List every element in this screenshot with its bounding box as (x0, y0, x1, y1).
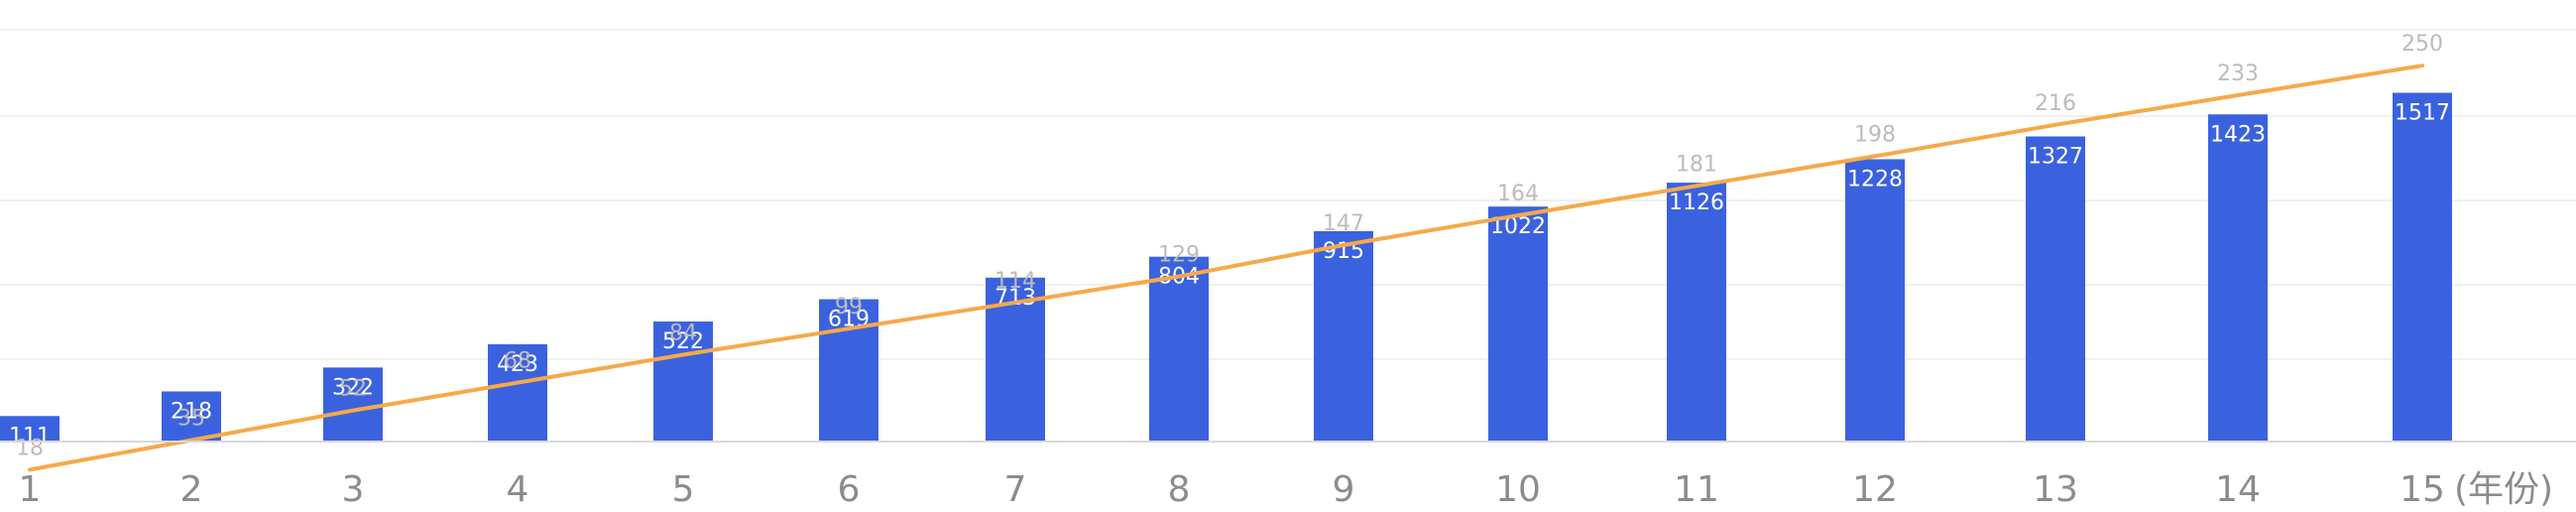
bar-label-1: 111 (9, 424, 51, 448)
x-tick-10: 10 (1495, 469, 1541, 510)
grid-lines (0, 29, 2576, 360)
x-tick-4: 4 (507, 469, 529, 510)
line-label-2: 35 (177, 407, 205, 432)
line-label-5: 84 (669, 321, 697, 346)
bar-2 (162, 391, 221, 442)
bar-4 (488, 343, 547, 442)
line-label-7: 114 (995, 269, 1036, 294)
bar-9 (1314, 230, 1373, 442)
x-tick-11: 11 (1674, 469, 1719, 510)
x-tick-14: 14 (2215, 469, 2261, 510)
line-label-10: 164 (1497, 182, 1539, 206)
bar-14 (2208, 114, 2268, 442)
x-tick-6: 6 (838, 469, 861, 510)
x-tick-12: 12 (1852, 469, 1898, 510)
bar-label-2: 218 (171, 399, 212, 424)
x-tick-1: 1 (19, 469, 42, 510)
line-label-8: 129 (1158, 243, 1200, 268)
trend-line (28, 64, 2424, 472)
bar-8 (1149, 256, 1209, 442)
bar-label-14: 1423 (2210, 122, 2266, 147)
x-tick-7: 7 (1004, 469, 1027, 510)
x-axis-unit-label: (年份) (2454, 469, 2553, 510)
bar-label-13: 1327 (2028, 145, 2083, 170)
line-label-3: 52 (339, 377, 367, 402)
bar-series (0, 92, 2452, 442)
line-label-4: 68 (504, 349, 531, 374)
x-tick-3: 3 (342, 469, 365, 510)
bar-label-15: 1517 (2395, 101, 2450, 126)
x-tick-5: 5 (672, 469, 695, 510)
line-value-labels: 18 35 52 68 84 99 114 129 147 164 181 198 216 233 250 (16, 32, 2443, 460)
x-tick-8: 8 (1168, 469, 1191, 510)
bar-5 (653, 321, 713, 442)
line-label-13: 216 (2035, 91, 2076, 116)
line-label-11: 181 (1676, 152, 1717, 177)
bar-label-12: 1228 (1847, 167, 1903, 192)
line-label-15: 250 (2401, 32, 2443, 57)
x-tick-labels: 1 2 3 4 5 6 7 8 9 10 11 12 13 14 15 (19, 469, 2445, 510)
bar-10 (1488, 206, 1548, 442)
bar-6 (819, 299, 878, 442)
bar-11 (1667, 183, 1726, 442)
line-label-1: 18 (16, 436, 44, 460)
x-tick-15: 15 (2400, 469, 2445, 510)
bar-label-5: 522 (662, 329, 704, 354)
bar-3 (323, 367, 383, 442)
line-label-12: 198 (1854, 122, 1896, 147)
bar-1 (0, 416, 59, 442)
x-tick-2: 2 (180, 469, 203, 510)
bar-value-labels: 1112183224235226197138049151022112612281… (9, 101, 2450, 449)
bar-12 (1845, 159, 1905, 442)
line-label-14: 233 (2217, 62, 2259, 86)
bar-13 (2026, 136, 2085, 442)
x-tick-13: 13 (2033, 469, 2078, 510)
bar-label-4: 423 (497, 352, 538, 377)
bar-label-11: 1126 (1669, 191, 1724, 215)
bar-label-3: 322 (332, 375, 374, 400)
line-label-9: 147 (1323, 211, 1364, 236)
x-tick-9: 9 (1333, 469, 1355, 510)
bar-15 (2393, 92, 2452, 442)
line-label-6: 99 (835, 295, 863, 320)
